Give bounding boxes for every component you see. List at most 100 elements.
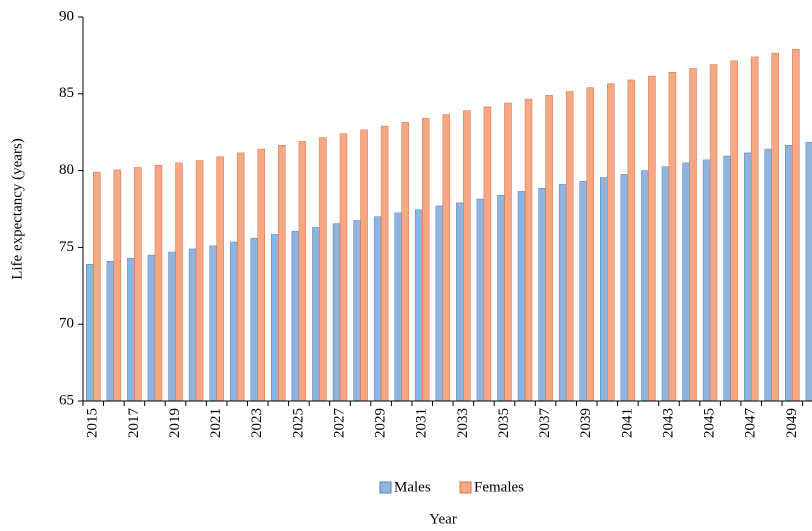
x-tick-label: 2019 [167, 408, 183, 438]
y-tick-label: 70 [59, 316, 74, 332]
bar [271, 234, 279, 402]
bar [504, 102, 512, 402]
bar [565, 91, 574, 402]
bar [641, 170, 649, 402]
x-tick-label: 2035 [496, 408, 512, 438]
bar [113, 169, 122, 402]
bar [353, 220, 361, 402]
bar [250, 237, 259, 402]
bar [154, 164, 163, 402]
bar [586, 87, 594, 402]
bar [86, 264, 94, 402]
bar [373, 216, 382, 402]
bar [291, 231, 300, 402]
bar [743, 152, 752, 402]
bar [127, 257, 135, 402]
bar [668, 72, 677, 402]
x-tick-label: 2017 [126, 408, 142, 439]
bar [607, 83, 615, 402]
y-tick-label: 80 [59, 162, 74, 178]
y-tick-label: 65 [59, 392, 74, 408]
bar [689, 68, 697, 402]
legend-marker [459, 481, 472, 494]
bar [805, 141, 812, 402]
bar [229, 241, 238, 402]
x-tick-label: 2021 [208, 408, 224, 438]
bar [278, 145, 286, 402]
x-tick-label: 2043 [660, 408, 676, 438]
x-tick-label: 2033 [455, 408, 471, 438]
bar [236, 152, 245, 402]
bar [709, 64, 718, 402]
legend-label: Females [474, 479, 524, 495]
bar [517, 191, 526, 402]
x-tick-label: 2029 [373, 408, 389, 438]
bar [394, 212, 402, 402]
x-tick-label: 2041 [619, 408, 635, 438]
bar [442, 114, 451, 402]
bar [627, 79, 636, 402]
bar [476, 198, 485, 402]
bar [188, 248, 197, 402]
x-axis-label: Year [429, 511, 457, 527]
bar [750, 56, 759, 402]
y-tick-label: 75 [59, 239, 74, 255]
bar [792, 49, 800, 402]
bar [421, 118, 430, 402]
bar [319, 137, 327, 402]
bar [661, 166, 670, 402]
legend-label: Males [394, 479, 431, 495]
bar [620, 174, 629, 402]
bar [195, 160, 204, 402]
bar [435, 205, 444, 402]
x-tick-label: 2031 [414, 408, 430, 438]
bar [216, 156, 224, 402]
bar [730, 60, 738, 402]
bar [93, 171, 101, 402]
x-tick-label: 2037 [537, 408, 553, 439]
bar [785, 145, 793, 402]
bar [771, 52, 780, 402]
bar [648, 75, 656, 402]
bar [380, 125, 389, 402]
bar [312, 227, 320, 402]
x-tick-label: 2023 [249, 408, 265, 438]
bar [257, 148, 266, 402]
bar [360, 129, 368, 402]
legend-marker [379, 481, 392, 494]
bar [538, 188, 546, 402]
bar [414, 209, 423, 402]
y-tick-label: 90 [59, 8, 74, 24]
x-tick-label: 2039 [578, 408, 594, 438]
bar [401, 121, 409, 402]
bar [723, 155, 731, 402]
bar [600, 177, 608, 402]
bar [134, 167, 142, 402]
bar [456, 202, 464, 402]
bar [463, 110, 471, 402]
y-tick-label: 85 [59, 85, 74, 101]
bar [497, 194, 505, 402]
bar [147, 254, 156, 402]
bar [339, 133, 348, 402]
bar [483, 106, 492, 402]
bar [209, 245, 217, 402]
bar [682, 162, 690, 402]
x-tick-label: 2049 [784, 408, 800, 438]
bar [106, 260, 115, 402]
x-tick-label: 2025 [290, 408, 306, 438]
bar [332, 223, 341, 402]
bar [175, 162, 183, 402]
x-tick-label: 2047 [743, 408, 759, 439]
bar [558, 184, 567, 402]
y-axis-label: Life expectancy (years) [9, 138, 25, 280]
bar [764, 148, 773, 402]
bar [168, 251, 176, 402]
bar [545, 95, 553, 402]
bar [702, 159, 711, 402]
bar [524, 98, 533, 402]
x-tick-label: 2027 [331, 408, 347, 439]
x-tick-label: 2015 [85, 408, 101, 438]
bar [298, 141, 307, 402]
